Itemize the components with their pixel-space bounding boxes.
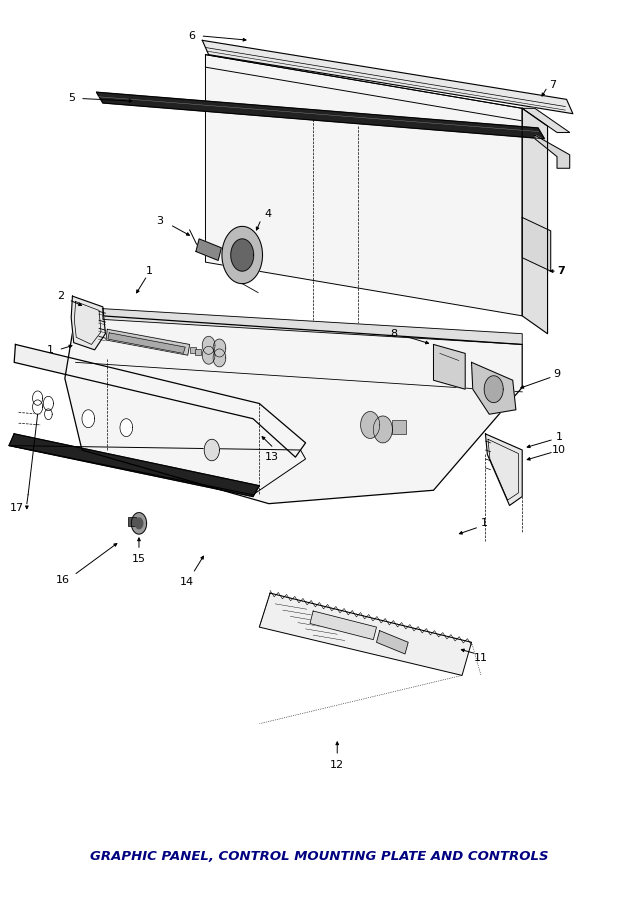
Text: 16: 16 [56, 575, 70, 585]
Polygon shape [203, 337, 215, 355]
Polygon shape [231, 238, 254, 271]
Polygon shape [522, 218, 551, 271]
Text: 14: 14 [180, 578, 194, 588]
Text: 1: 1 [555, 432, 562, 442]
Polygon shape [120, 418, 133, 436]
Text: GRAPHIC PANEL, CONTROL MOUNTING PLATE AND CONTROLS: GRAPHIC PANEL, CONTROL MOUNTING PLATE AN… [90, 850, 549, 863]
Text: 10: 10 [552, 445, 566, 455]
Polygon shape [33, 400, 43, 414]
Polygon shape [33, 391, 43, 405]
Text: 4: 4 [264, 209, 271, 219]
Polygon shape [206, 55, 522, 316]
Polygon shape [213, 339, 226, 357]
Polygon shape [206, 55, 522, 121]
Polygon shape [204, 439, 219, 461]
Polygon shape [433, 345, 465, 389]
Text: 7: 7 [558, 266, 566, 276]
Text: 12: 12 [330, 760, 344, 770]
Text: 1: 1 [47, 345, 54, 355]
Text: 5: 5 [68, 94, 75, 104]
Text: 7: 7 [549, 80, 556, 90]
Polygon shape [486, 434, 522, 506]
Polygon shape [522, 108, 570, 132]
Polygon shape [108, 333, 185, 354]
Polygon shape [203, 346, 215, 364]
Polygon shape [9, 434, 259, 497]
Text: 11: 11 [474, 652, 488, 662]
Text: 15: 15 [132, 554, 146, 564]
Bar [190, 347, 196, 354]
Polygon shape [103, 309, 522, 345]
Text: 9: 9 [553, 369, 560, 379]
Polygon shape [535, 135, 570, 168]
Polygon shape [213, 349, 226, 367]
Text: 6: 6 [188, 31, 195, 40]
Polygon shape [71, 296, 105, 350]
Polygon shape [196, 238, 221, 260]
Polygon shape [484, 376, 503, 402]
Text: 13: 13 [265, 452, 279, 463]
Polygon shape [360, 411, 380, 438]
Text: 8: 8 [390, 328, 398, 338]
Polygon shape [135, 518, 142, 528]
Polygon shape [82, 410, 95, 427]
Text: 1: 1 [481, 518, 488, 528]
Polygon shape [65, 314, 522, 504]
Polygon shape [14, 345, 305, 457]
Text: 2: 2 [58, 292, 65, 302]
Bar [128, 518, 136, 526]
Polygon shape [222, 227, 263, 284]
Polygon shape [132, 513, 146, 534]
Polygon shape [259, 593, 472, 675]
Polygon shape [522, 108, 548, 334]
Polygon shape [96, 92, 544, 139]
Text: 3: 3 [157, 216, 164, 226]
Polygon shape [106, 329, 190, 356]
Polygon shape [376, 631, 408, 654]
Polygon shape [45, 409, 52, 419]
Polygon shape [203, 40, 573, 113]
Bar [195, 349, 201, 356]
Bar [392, 419, 406, 434]
Polygon shape [373, 416, 392, 443]
Polygon shape [472, 363, 516, 414]
Text: 17: 17 [10, 503, 24, 513]
Polygon shape [310, 611, 376, 640]
Text: 1: 1 [146, 266, 153, 276]
Polygon shape [9, 446, 305, 495]
Polygon shape [43, 396, 54, 410]
